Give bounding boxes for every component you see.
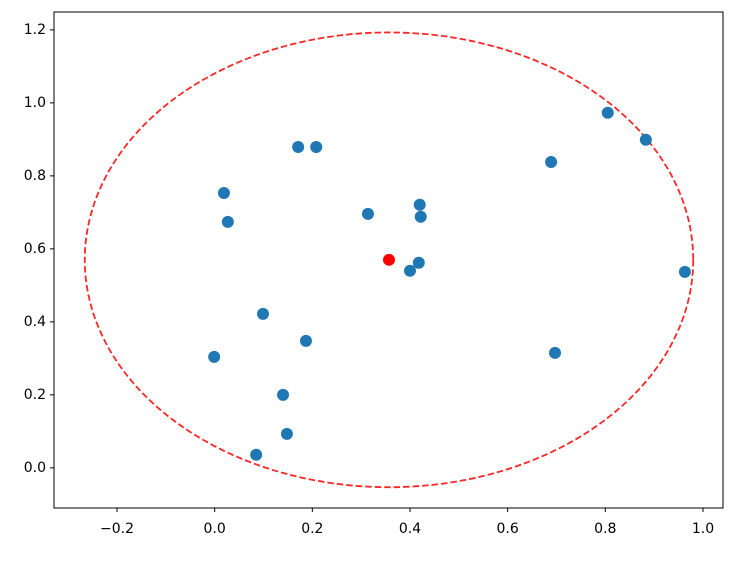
scatter-point [414, 210, 427, 223]
y-tick-label: 1.0 [24, 95, 46, 111]
scatter-point [545, 156, 558, 169]
y-tick-label: 0.4 [24, 314, 46, 330]
scatter-point [639, 133, 652, 146]
scatter-point [280, 427, 293, 440]
scatter-point [257, 307, 270, 320]
y-tick-label: 0.6 [24, 241, 46, 257]
x-tick-label: 0.6 [497, 521, 519, 537]
y-tick-label: 0.2 [24, 387, 46, 403]
scatter-point [601, 106, 614, 119]
x-tick-label: 0.4 [399, 521, 421, 537]
scatter-point [412, 256, 425, 269]
scatter-point [277, 388, 290, 401]
y-tick-label: 0.0 [24, 460, 46, 476]
scatter-point [361, 207, 374, 220]
x-tick-label: 0.0 [204, 521, 226, 537]
scatter-point [292, 141, 305, 154]
y-tick-label: 1.2 [24, 22, 46, 38]
scatter-point [403, 264, 416, 277]
scatter-point [250, 448, 263, 461]
plot-frame [53, 11, 724, 509]
scatter-point [678, 265, 691, 278]
x-tick-label: 1.0 [692, 521, 714, 537]
scatter-point [221, 215, 234, 228]
center-point [382, 253, 395, 266]
scatter-point [208, 350, 221, 363]
x-tick-label: 0.2 [301, 521, 323, 537]
circle-boundary [83, 31, 695, 489]
x-tick-label: −0.2 [100, 521, 134, 537]
scatter-point [310, 141, 323, 154]
scatter-point [299, 334, 312, 347]
scatter-point [413, 198, 426, 211]
plot-area [83, 31, 695, 489]
scatter-point [217, 187, 230, 200]
scatter-point [549, 346, 562, 359]
y-tick-label: 0.8 [24, 168, 46, 184]
x-tick-label: 0.8 [594, 521, 616, 537]
